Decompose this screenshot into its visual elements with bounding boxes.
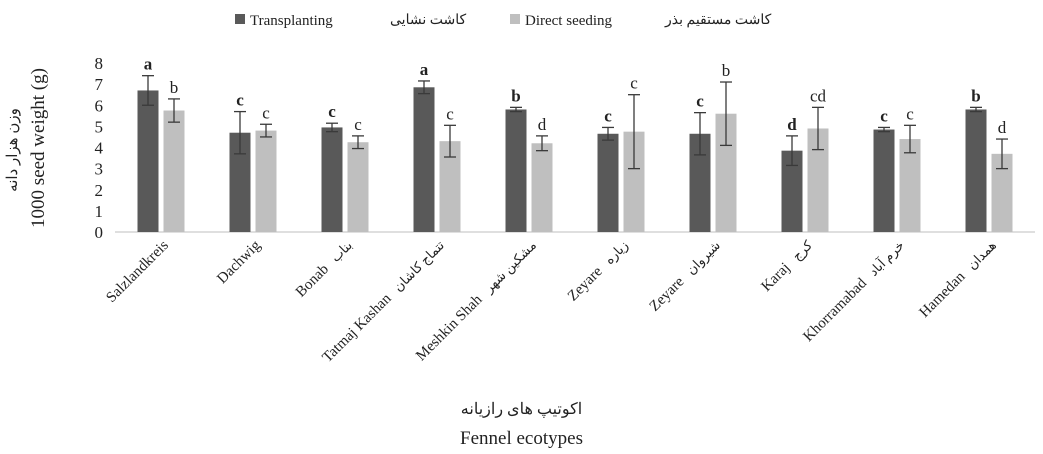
bar-direct-seeding <box>807 128 829 232</box>
legend-label-transplanting: Transplanting <box>250 13 333 29</box>
significance-letter-direct-seeding: b <box>170 78 179 97</box>
x-tick-label-fa: شیروان <box>683 238 724 279</box>
x-tick-label-en: Karaj <box>758 260 793 295</box>
x-axis-title-fa: اکوتیپ های رازیانه <box>460 401 583 418</box>
significance-letter-direct-seeding: d <box>538 115 547 134</box>
y-tick-label: 5 <box>95 117 104 136</box>
bar-transplanting <box>781 150 803 232</box>
bar-direct-seeding <box>255 130 277 232</box>
legend-label-direct-seeding: Direct seeding <box>525 13 613 29</box>
x-tick-label: Khorramabadخرم آباد <box>800 237 908 345</box>
significance-letter-transplanting: c <box>880 106 888 125</box>
significance-letter-direct-seeding: c <box>446 104 454 123</box>
bar-direct-seeding <box>163 110 185 232</box>
legend-label-direct-seeding-fa: کاشت مستقیم بذر <box>665 13 772 28</box>
significance-letter-transplanting: a <box>420 60 429 79</box>
significance-letter-transplanting: b <box>971 86 980 105</box>
x-tick-label: Salzlandkreis <box>103 237 172 306</box>
legend: Transplanting کاشت نشایی Direct seeding … <box>0 0 1043 40</box>
significance-letter-direct-seeding: c <box>630 74 638 93</box>
significance-letter-transplanting: c <box>236 91 244 110</box>
significance-letter-direct-seeding: b <box>722 61 731 80</box>
significance-letter-transplanting: d <box>787 115 797 134</box>
legend-label-transplanting-fa: کاشت نشایی <box>390 13 467 28</box>
x-tick-label-en: Meshkin Shah <box>413 292 486 365</box>
significance-letter-direct-seeding: cd <box>810 86 827 105</box>
y-tick-label: 3 <box>95 160 104 179</box>
x-tick-label: Bonabبناب <box>293 238 356 301</box>
y-tick-label: 6 <box>95 96 104 115</box>
x-tick-label-en: Khorramabad <box>800 275 870 345</box>
x-tick-label-en: Tatmaj Kashan <box>320 290 395 365</box>
bar-transplanting <box>965 109 987 232</box>
bar-direct-seeding <box>531 143 553 232</box>
x-tick-label-fa: بناب <box>328 238 355 265</box>
bar-transplanting <box>689 133 711 232</box>
y-tick-label: 7 <box>95 75 104 94</box>
bar-direct-seeding <box>347 142 369 232</box>
bar-direct-seeding <box>991 153 1013 232</box>
x-tick-label-en: Bonab <box>293 261 332 300</box>
bar-transplanting <box>873 129 895 232</box>
bar-direct-seeding <box>715 113 737 232</box>
x-tick-label: Dachwig <box>214 237 264 287</box>
bar-transplanting <box>597 133 619 232</box>
legend-swatch-transplanting <box>235 14 245 24</box>
x-tick-label: Zeyareشیروان <box>647 238 724 315</box>
bar-transplanting <box>413 87 435 232</box>
significance-letter-transplanting: c <box>604 106 612 125</box>
significance-letter-transplanting: c <box>696 92 704 111</box>
x-tick-label-en: Hamedan <box>917 269 969 321</box>
y-tick-label: 1 <box>95 202 104 221</box>
legend-item-direct-seeding: Direct seeding <box>510 12 612 30</box>
x-tick-label-fa: خرم آباد <box>865 237 908 280</box>
x-tick-label: Zeyareزیاره <box>565 238 632 305</box>
y-tick-label: 2 <box>95 181 104 200</box>
bar-transplanting <box>137 90 159 233</box>
bar-direct-seeding <box>623 131 645 232</box>
x-tick-label-en: Zeyare <box>565 263 606 304</box>
x-tick-label-fa: مشکین شهر <box>481 238 540 297</box>
significance-letter-transplanting: b <box>511 86 520 105</box>
legend-item-transplanting: Transplanting <box>235 12 333 30</box>
x-tick-label-en: Salzlandkreis <box>103 237 172 306</box>
significance-letter-direct-seeding: c <box>354 115 362 134</box>
bar-direct-seeding <box>439 141 461 232</box>
significance-letter-transplanting: c <box>328 102 336 121</box>
x-tick-label: Hamedanهمدان <box>917 237 1000 320</box>
x-tick-label: Karajکرج <box>758 237 816 295</box>
bar-transplanting <box>505 109 527 232</box>
significance-letter-transplanting: a <box>144 55 153 74</box>
x-tick-label-fa: کرج <box>789 237 816 264</box>
significance-letter-direct-seeding: c <box>906 104 914 123</box>
x-tick-label-en: Dachwig <box>214 237 264 287</box>
legend-swatch-direct-seeding <box>510 14 520 24</box>
significance-letter-direct-seeding: c <box>262 103 270 122</box>
bar-transplanting <box>321 127 343 232</box>
x-tick-label-fa: همدان <box>964 237 999 272</box>
x-tick-label-fa: تتماج کاشان <box>390 237 448 295</box>
x-axis-title: Fennel ecotypes <box>460 428 583 449</box>
bar-direct-seeding <box>899 139 921 232</box>
bar-transplanting <box>229 132 251 232</box>
y-tick-label: 0 <box>95 223 104 242</box>
y-tick-label: 4 <box>95 139 104 158</box>
x-tick-label-en: Zeyare <box>647 274 688 315</box>
y-tick-label: 8 <box>95 54 104 73</box>
x-tick-label-fa: زیاره <box>601 238 631 268</box>
significance-letter-direct-seeding: d <box>998 118 1007 137</box>
